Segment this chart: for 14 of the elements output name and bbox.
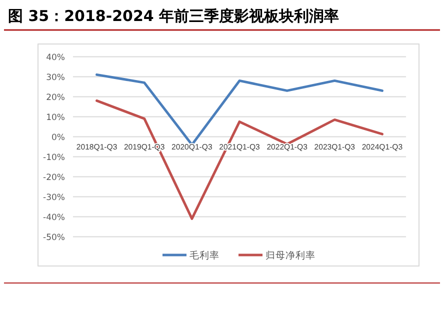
y-tick-label: -30% [43, 193, 65, 204]
y-tick-label: 0% [52, 133, 65, 144]
y-tick-label: 30% [46, 73, 65, 84]
chart-title: 图 35：2018-2024 年前三季度影视板块利润率 [8, 7, 340, 25]
legend-label: 归母净利率 [266, 250, 316, 262]
y-tick-label: -10% [43, 153, 65, 164]
y-tick-label: 20% [46, 93, 65, 104]
y-tick-label: 40% [46, 53, 65, 64]
y-tick-label: -50% [43, 233, 65, 244]
line-series [96, 73, 384, 146]
y-tick-label: -20% [43, 173, 65, 184]
legend-label: 毛利率 [190, 250, 220, 262]
y-tick-label: -40% [43, 213, 65, 224]
y-tick-label: 10% [46, 113, 65, 124]
